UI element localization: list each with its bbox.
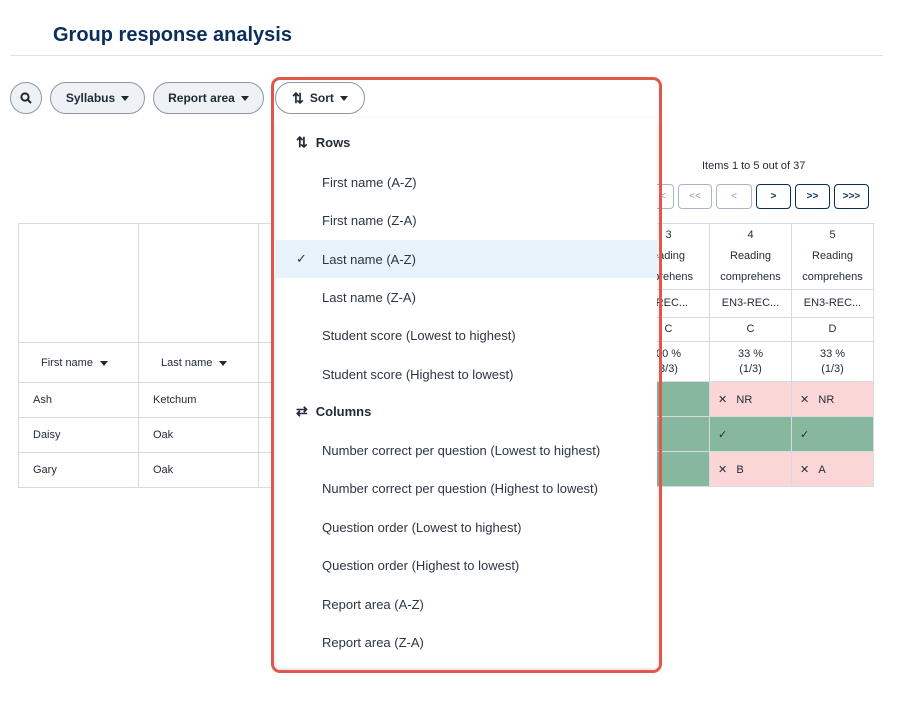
sort-option[interactable]: Report area (Z-A) [322, 634, 424, 650]
check-icon: ✓ [800, 428, 810, 441]
syllabus-label: Syllabus [65, 91, 116, 105]
sort-option[interactable]: Last name (Z-A) [322, 289, 416, 305]
pager-summary: Items 1 to 5 out of 37 [702, 160, 806, 172]
table-row: Gary Oak [18, 452, 274, 488]
incorrect-cell: ✕ NR [791, 381, 874, 417]
sort-button[interactable]: ⇅ Sort [275, 82, 365, 114]
sort-option[interactable]: Report area (A-Z) [322, 596, 424, 612]
last-name-cell: Ketchum [138, 382, 259, 418]
swap-arrows-icon: ⇄ [296, 403, 308, 419]
search-button[interactable] [10, 82, 42, 114]
pager-prev-button[interactable]: < [716, 184, 752, 209]
check-icon: ✓ [718, 428, 728, 441]
page-title: Group response analysis [53, 24, 292, 46]
question-header[interactable]: 4 Reading comprehens [709, 223, 792, 290]
outcome-code-badge: EN3-REC... [709, 289, 792, 318]
cross-icon: ✕ [718, 463, 728, 476]
syllabus-filter-button[interactable]: Syllabus [50, 82, 145, 114]
answer-key: D [791, 317, 874, 342]
caret-down-icon [240, 95, 249, 101]
cross-icon: ✕ [718, 393, 728, 406]
first-name-cell: Gary [18, 452, 139, 488]
pager-next-button[interactable]: > [756, 184, 791, 209]
caret-down-icon [121, 95, 130, 101]
table-row: Ash Ketchum [18, 382, 274, 418]
sort-option[interactable]: Question order (Highest to lowest) [322, 557, 520, 573]
incorrect-cell: ✕ NR [709, 381, 792, 417]
last-name-header[interactable]: Last name [138, 342, 259, 383]
sort-dropdown-highlight [271, 77, 662, 673]
sort-option[interactable]: First name (A-Z) [322, 174, 417, 190]
last-name-cell: Oak [138, 417, 259, 453]
caret-down-icon [339, 95, 348, 101]
sort-option[interactable]: Number correct per question (Highest to … [322, 480, 599, 496]
pager-prev-partial[interactable]: < [652, 184, 674, 209]
report-area-filter-button[interactable]: Report area [153, 82, 264, 114]
pager-last-button[interactable]: >>> [834, 184, 869, 209]
sort-arrows-icon: ⇅ [292, 89, 304, 106]
sort-label: Sort [309, 91, 334, 105]
rows-section-heading: ⇅ Rows [296, 134, 351, 150]
sort-option[interactable]: First name (Z-A) [322, 212, 417, 228]
incorrect-cell: ✕ A [791, 451, 874, 487]
sort-option-selected[interactable]: ✓ Last name (A-Z) [276, 240, 657, 278]
caret-down-icon [219, 360, 228, 366]
sort-option[interactable]: Student score (Highest to lowest) [322, 366, 514, 382]
pager-next-page-button[interactable]: >> [795, 184, 830, 209]
caret-down-icon [100, 360, 109, 366]
columns-section-heading: ⇄ Columns [296, 403, 372, 419]
sort-arrows-icon: ⇅ [296, 134, 308, 150]
correct-cell: ✓ [709, 416, 792, 452]
percent-correct: 33 % (1/3) [791, 341, 874, 382]
search-icon [20, 92, 32, 104]
sort-option[interactable]: Number correct per question (Lowest to h… [322, 442, 601, 458]
correct-cell: ✓ [791, 416, 874, 452]
outcome-code-badge: EN3-REC... [791, 289, 874, 318]
check-icon: ✓ [296, 251, 307, 266]
sort-option[interactable]: Question order (Lowest to highest) [322, 519, 522, 535]
pager-first-button[interactable]: << [678, 184, 712, 209]
first-name-cell: Ash [18, 382, 139, 418]
first-name-cell: Daisy [18, 417, 139, 453]
last-name-cell: Oak [138, 452, 259, 488]
table-row: Daisy Oak [18, 417, 274, 453]
student-names-table: First name Last name Ash Ketchum Daisy O… [18, 223, 274, 488]
first-name-header[interactable]: First name [18, 342, 139, 383]
sort-menu: ⇅ Rows First name (A-Z) First name (Z-A)… [276, 118, 657, 668]
percent-correct: 33 % (1/3) [709, 341, 792, 382]
cross-icon: ✕ [800, 393, 810, 406]
answer-key: C [709, 317, 792, 342]
question-results-table: 3 eading mprehens 4 Reading comprehens 5 Read… [627, 223, 874, 487]
report-area-label: Report area [168, 91, 235, 105]
incorrect-cell: ✕ B [709, 451, 792, 487]
sort-option[interactable]: Student score (Lowest to highest) [322, 327, 516, 343]
title-divider [10, 55, 883, 56]
cross-icon: ✕ [800, 463, 810, 476]
question-header[interactable]: 5 Reading comprehens [791, 223, 874, 290]
